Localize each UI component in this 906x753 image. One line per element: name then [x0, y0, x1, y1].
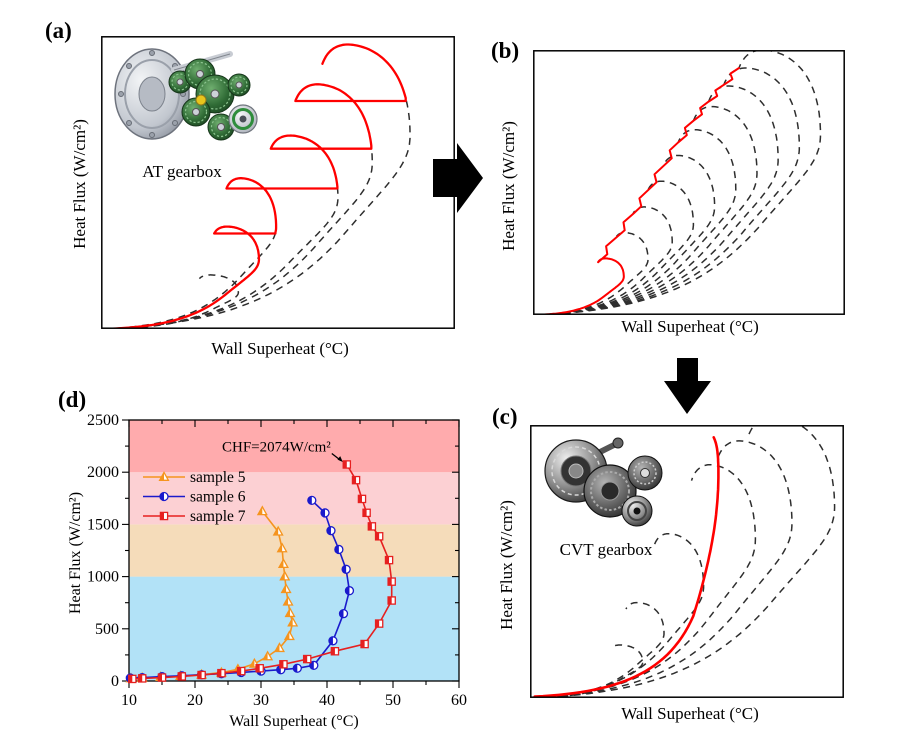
panel-b-xaxis-title: Wall Superheat (°C) [621, 317, 759, 336]
panel-b-plot [533, 50, 845, 315]
panel-b-yaxis-title: Heat Flux (W/cm²) [499, 121, 518, 251]
svg-text:500: 500 [95, 621, 119, 638]
svg-text:10: 10 [121, 692, 137, 709]
panel-d-label: (d) [58, 387, 87, 412]
svg-text:50: 50 [385, 692, 401, 709]
panel-d-chart: 10 20 30 40 50 60 0 500 1000 1500 2000 2500 sample 5… [87, 412, 467, 709]
panel-c-plot [530, 425, 844, 698]
svg-text:sample 7: sample 7 [190, 508, 246, 525]
panel-d-yaxis-title: Heat Flux (W/cm²) [67, 491, 84, 615]
panel-a-yaxis-title: Heat Flux (W/cm²) [70, 119, 89, 249]
cvt-gearbox-caption: CVT gearbox [559, 540, 653, 559]
panel-a-xaxis-title: Wall Superheat (°C) [211, 339, 349, 358]
at-gearbox-image [114, 48, 258, 141]
svg-text:CHF=2074W/cm²: CHF=2074W/cm² [222, 439, 331, 455]
svg-text:2500: 2500 [87, 412, 119, 429]
svg-text:0: 0 [111, 673, 119, 690]
at-gearbox-caption: AT gearbox [142, 162, 222, 181]
panel-a-label: (a) [45, 18, 72, 43]
panel-c-label: (c) [492, 404, 518, 429]
flow-arrow-right-icon [433, 143, 483, 213]
svg-text:40: 40 [319, 692, 335, 709]
svg-text:20: 20 [187, 692, 203, 709]
svg-text:1000: 1000 [87, 569, 119, 586]
flow-arrow-down-icon [664, 358, 711, 414]
svg-text:60: 60 [451, 692, 467, 709]
panel-c-yaxis-title: Heat Flux (W/cm²) [497, 500, 516, 630]
svg-text:sample 5: sample 5 [190, 469, 246, 486]
panel-d-xaxis-title: Wall Superheat (°C) [229, 713, 359, 730]
svg-text:sample 6: sample 6 [190, 489, 246, 506]
svg-text:30: 30 [253, 692, 269, 709]
panel-c-xaxis-title: Wall Superheat (°C) [621, 704, 759, 723]
panel-b-label: (b) [491, 38, 520, 63]
cvt-gearbox-image [544, 437, 663, 527]
svg-text:1500: 1500 [87, 516, 119, 533]
svg-text:2000: 2000 [87, 464, 119, 481]
